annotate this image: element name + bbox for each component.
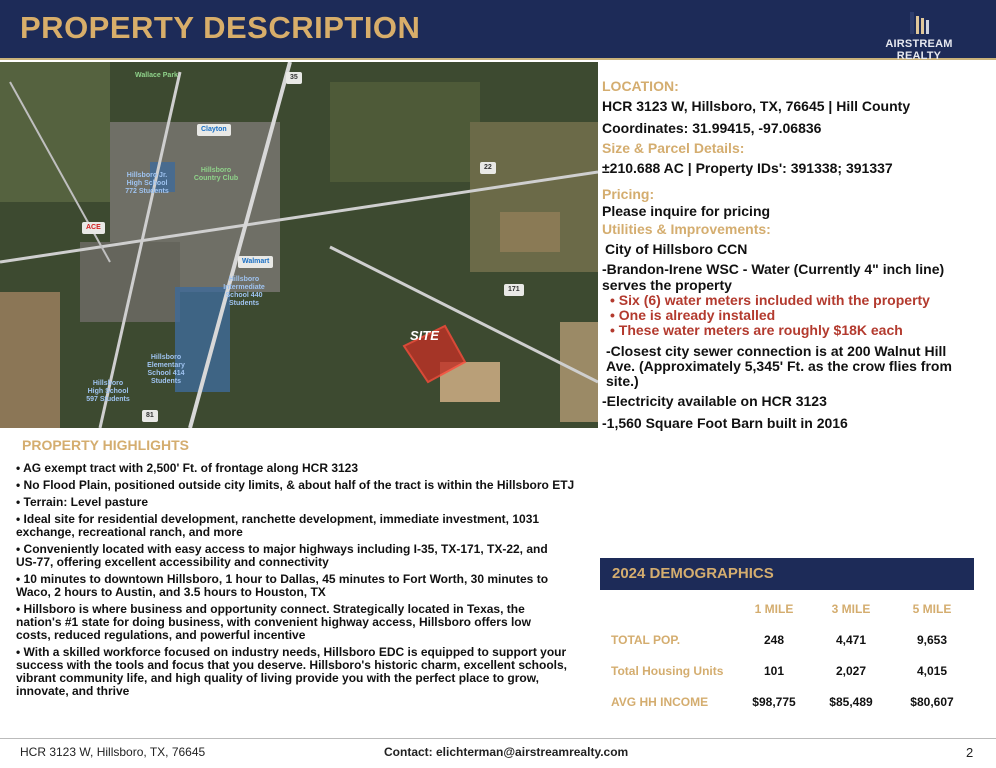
highlight-item: • No Flood Plain, positioned outside cit… (16, 478, 575, 492)
demographics-table: 1 MILE 3 MILE 5 MILE TOTAL POP. 248 4,47… (600, 592, 974, 716)
cell: 101 (763, 664, 785, 678)
highlight-item: • Terrain: Level pasture (16, 495, 149, 509)
cell: $98,775 (752, 695, 796, 709)
map-label-ace: ACE (82, 222, 105, 234)
column-header: 5 MILE (912, 602, 952, 616)
sewer: -Closest city sewer connection is at 200… (606, 343, 952, 389)
cell: $80,607 (910, 695, 954, 709)
logo: AIRSTREAM REALTY (864, 8, 974, 62)
i35-shield: 35 (286, 72, 302, 84)
map-label-jr-high: Hillsboro Jr. High School 772 Students (125, 172, 169, 195)
table-row: AVG HH INCOME $98,775 $85,489 $80,607 (600, 685, 974, 716)
size-parcel: ±210.688 AC | Property IDs': 391338; 391… (602, 160, 893, 176)
cell: 2,027 (835, 664, 867, 678)
highlights-list: • AG exempt tract with 2,500' Ft. of fro… (16, 462, 596, 702)
highlight-item: • With a skilled workforce focused on in… (16, 645, 568, 698)
highlights-heading: PROPERTY HIGHLIGHTS (22, 437, 189, 453)
map-label-clayton: Clayton (197, 124, 231, 136)
aerial-map: Wallace Park Hillsboro Country Club Walm… (0, 62, 598, 428)
map-label-walmart: Walmart (238, 256, 274, 268)
row-label: TOTAL POP. (611, 633, 681, 647)
table-row: TOTAL POP. 248 4,471 9,653 (600, 623, 974, 654)
footer-divider (0, 738, 996, 739)
highlight-item: • Hillsboro is where business and opport… (16, 602, 531, 642)
logo-text: AIRSTREAM REALTY (885, 38, 953, 62)
building-logo-icon (910, 12, 929, 34)
pricing: Please inquire for pricing (602, 203, 771, 219)
demographics-heading: 2024 DEMOGRAPHICS (600, 558, 974, 590)
coordinates: Coordinates: 31.99415, -97.06836 (602, 120, 822, 136)
highlight-item: • AG exempt tract with 2,500' Ft. of fro… (16, 461, 359, 475)
electricity: -Electricity available on HCR 3123 (602, 393, 827, 409)
map-label-country-club: Hillsboro Country Club (193, 167, 239, 182)
location-heading: LOCATION: (602, 78, 679, 94)
utility-water: -Brandon-Irene WSC - Water (Currently 4"… (602, 261, 945, 293)
highlight-item: • 10 minutes to downtown Hillsboro, 1 ho… (16, 572, 549, 599)
hwy81-shield: 81 (142, 410, 158, 422)
address: HCR 3123 W, Hillsboro, TX, 76645 | Hill … (602, 98, 911, 114)
footer-address: HCR 3123 W, Hillsboro, TX, 76645 (20, 745, 206, 759)
footer-contact: Contact: elichterman@airstreamrealty.com (384, 745, 629, 759)
map-label-wallace-park: Wallace Park (135, 72, 178, 79)
page-number: 2 (966, 745, 974, 760)
row-label: Total Housing Units (611, 664, 724, 678)
map-label-high-school: Hillsboro High School 597 Students (86, 380, 130, 403)
utility-ccn: City of Hillsboro CCN (605, 241, 748, 257)
hwy171-shield: 171 (504, 284, 524, 296)
map-label-intermediate: Hillsboro Intermediate School 440 Studen… (223, 276, 265, 307)
pricing-heading: Pricing: (602, 186, 655, 202)
highlight-item: • Ideal site for residential development… (16, 512, 540, 539)
meter-note: • Six (6) water meters included with the… (610, 292, 930, 308)
map-imagery (0, 62, 598, 428)
site-marker-label: SITE (410, 328, 439, 343)
header: PROPERTY DESCRIPTION AIRSTREAM REALTY (0, 0, 996, 62)
cell: 4,015 (916, 664, 948, 678)
highlight-item: • Conveniently located with easy access … (16, 542, 548, 569)
size-heading: Size & Parcel Details: (602, 140, 745, 156)
column-header: 3 MILE (831, 602, 871, 616)
cell: 4,471 (835, 633, 867, 647)
cell: $85,489 (829, 695, 873, 709)
meter-note: • One is already installed (610, 307, 776, 323)
hwy22-shield: 22 (480, 162, 496, 174)
row-label: AVG HH INCOME (611, 695, 709, 709)
barn: -1,560 Square Foot Barn built in 2016 (602, 415, 848, 431)
cell: 9,653 (916, 633, 948, 647)
cell: 248 (763, 633, 785, 647)
utilities-heading: Utilities & Improvements: (602, 221, 771, 237)
table-header-row: 1 MILE 3 MILE 5 MILE (600, 592, 974, 623)
meter-note: • These water meters are roughly $18K ea… (610, 322, 903, 338)
column-header: 1 MILE (754, 602, 794, 616)
page-title: PROPERTY DESCRIPTION (20, 10, 421, 45)
map-label-elementary: Hillsboro Elementary School 414 Students (147, 354, 185, 385)
table-row: Total Housing Units 101 2,027 4,015 (600, 654, 974, 685)
property-details: LOCATION: HCR 3123 W, Hillsboro, TX, 766… (602, 78, 992, 431)
